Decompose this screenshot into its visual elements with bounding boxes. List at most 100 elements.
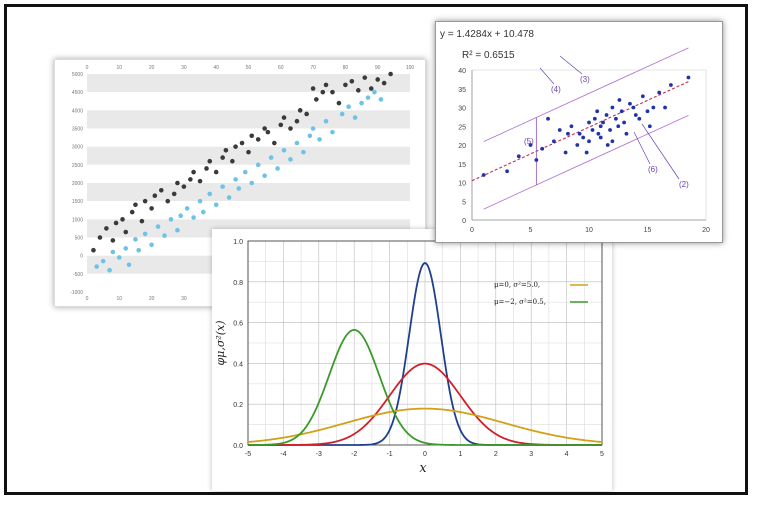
- scatter-x-tick-label-top: 20: [149, 65, 155, 71]
- regression-x-tick-label: 20: [702, 227, 710, 234]
- regression-callout-label: (6): [648, 165, 658, 174]
- normal-y-tick-label: 1.0: [233, 239, 243, 246]
- scatter-band: [87, 110, 410, 129]
- scatter-point: [213, 202, 219, 208]
- scatter-x-tick-label-bottom: 10: [117, 296, 123, 302]
- scatter-point: [294, 118, 300, 124]
- regression-x-tick-label: 15: [644, 227, 652, 234]
- scatter-point: [297, 108, 303, 113]
- scatter-x-tick-label-top: 90: [375, 65, 381, 71]
- scatter-point: [233, 144, 238, 149]
- scatter-point: [242, 169, 248, 175]
- scatter-point: [175, 180, 180, 186]
- scatter-point: [278, 122, 284, 128]
- scatter-point: [352, 115, 358, 120]
- regression-point: [686, 75, 691, 80]
- scatter-point: [281, 115, 287, 120]
- scatter-point: [120, 217, 125, 222]
- scatter-y-tick-label: 3500: [72, 127, 83, 133]
- regression-point: [622, 120, 626, 125]
- regression-point: [640, 94, 645, 99]
- normal-distribution-card: 1.0 0.8 0.6 0.4 0.2 0.0 -5 -4 -3 -2 -1 0 1 2 3 4 5 x φμ,σ²…: [212, 229, 612, 491]
- normal-legend-label: μ=0, σ²=5.0,: [494, 281, 540, 289]
- regression-callout-arrow: [633, 131, 651, 165]
- normal-x-tick-label: 2: [494, 451, 498, 458]
- regression-point: [624, 131, 629, 136]
- scatter-band: [87, 183, 410, 202]
- regression-point: [516, 154, 521, 159]
- scatter-point: [97, 235, 103, 240]
- scatter-point: [372, 89, 377, 95]
- scatter-point: [184, 206, 190, 211]
- normal-curve: [247, 329, 602, 446]
- scatter-point: [113, 220, 119, 226]
- scatter-point: [272, 140, 277, 146]
- scatter-point: [314, 97, 319, 102]
- regression-point: [595, 109, 600, 114]
- scatter-point: [152, 193, 158, 199]
- scatter-y-tick-label: 2500: [72, 163, 83, 169]
- scatter-point: [149, 242, 154, 248]
- normal-y-tick-label: 0.2: [233, 402, 243, 409]
- scatter-x-tick-label-top: 30: [181, 65, 187, 71]
- scatter-y-tick-label: 500: [75, 236, 84, 242]
- regression-confidence-band: [483, 114, 689, 210]
- regression-point: [628, 101, 632, 106]
- regression-point: [505, 169, 509, 174]
- regression-point: [569, 124, 574, 129]
- scatter-y-tick-label: 1000: [72, 217, 83, 223]
- scatter-point: [175, 227, 180, 233]
- scatter-x-tick-label-top: 100: [406, 65, 415, 71]
- scatter-x-tick-label-top: 50: [246, 65, 252, 71]
- scatter-point: [162, 233, 167, 238]
- regression-point: [608, 128, 612, 132]
- scatter-x-tick-label-top: 0: [86, 65, 89, 71]
- collage-frame: 5000 4500 4000 3500 3000 2500 2000 1500 1000 500 0…: [4, 4, 748, 495]
- regression-point: [528, 143, 533, 147]
- regression-point: [566, 131, 570, 136]
- regression-point: [592, 116, 597, 121]
- regression-point: [598, 124, 603, 129]
- scatter-point: [255, 137, 261, 142]
- scatter-point: [310, 126, 316, 131]
- scatter-point: [330, 129, 335, 135]
- regression-y-tick-label: 5: [462, 199, 466, 206]
- scatter-point: [307, 133, 313, 139]
- scatter-y-tick-label: 0: [80, 254, 83, 260]
- regression-point: [605, 143, 610, 147]
- scatter-point: [343, 82, 348, 88]
- scatter-point: [381, 80, 387, 86]
- scatter-point: [255, 162, 261, 168]
- scatter-point: [213, 169, 219, 175]
- regression-y-tick-label: 30: [458, 106, 466, 113]
- normal-x-axis-label: x: [419, 461, 427, 476]
- normal-x-tick-label: 5: [600, 451, 604, 458]
- scatter-point: [236, 186, 242, 191]
- regression-point: [633, 113, 638, 117]
- regression-callout-label: (2): [679, 180, 689, 189]
- scatter-point: [204, 166, 209, 171]
- scatter-point: [197, 178, 203, 184]
- scatter-y-tick-label: 2000: [72, 181, 83, 187]
- regression-callout-arrow: [641, 123, 680, 180]
- regression-point: [651, 105, 656, 110]
- scatter-point: [317, 137, 322, 142]
- normal-y-axis-label: φμ,σ²(x): [214, 320, 227, 365]
- scatter-point: [301, 149, 306, 155]
- scatter-point: [158, 187, 164, 193]
- scatter-point: [262, 173, 267, 179]
- scatter-point: [94, 264, 99, 269]
- scatter-point: [239, 140, 245, 146]
- regression-r2: R² = 0.6515: [462, 50, 515, 61]
- regression-point: [637, 116, 642, 121]
- scatter-x-tick-label-bottom: 30: [181, 296, 187, 302]
- scatter-point: [339, 111, 345, 117]
- regression-x-tick-label: 0: [470, 227, 474, 234]
- scatter-point: [320, 89, 326, 95]
- regression-equation: y = 1.4284x + 10.478: [440, 29, 534, 40]
- regression-point: [669, 83, 673, 87]
- scatter-point: [330, 89, 335, 95]
- scatter-point: [178, 213, 183, 218]
- scatter-point: [133, 237, 138, 242]
- scatter-point: [126, 262, 132, 268]
